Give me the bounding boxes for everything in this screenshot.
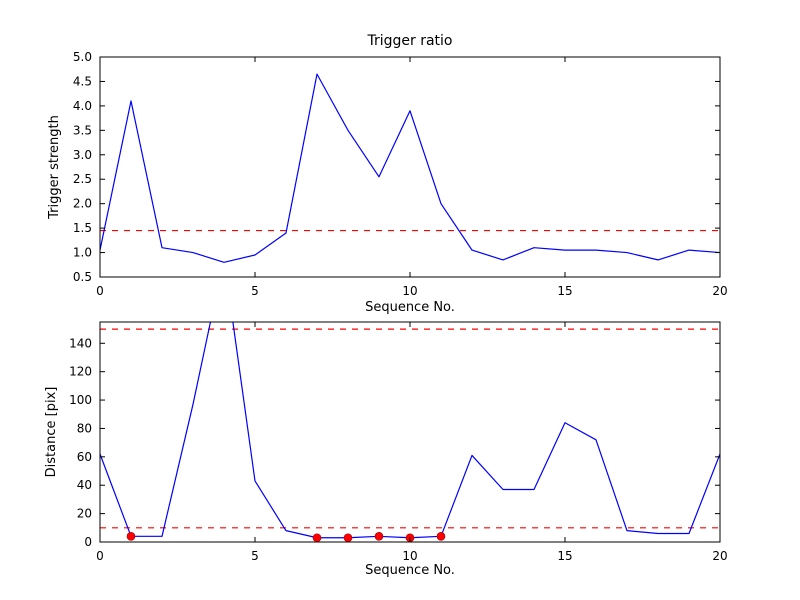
bottom-y-axis-label: Distance [pix]: [44, 386, 59, 478]
svg-text:20: 20: [77, 507, 92, 521]
svg-text:10: 10: [402, 284, 417, 298]
top-x-axis-label: Sequence No.: [365, 300, 455, 315]
svg-text:5: 5: [251, 284, 259, 298]
svg-text:3.0: 3.0: [73, 148, 92, 162]
svg-text:3.5: 3.5: [73, 123, 92, 137]
svg-text:15: 15: [557, 549, 572, 563]
svg-text:4.5: 4.5: [73, 74, 92, 88]
svg-text:0: 0: [84, 535, 92, 549]
svg-text:0: 0: [96, 549, 104, 563]
svg-text:15: 15: [557, 284, 572, 298]
svg-text:140: 140: [69, 336, 92, 350]
svg-text:80: 80: [77, 421, 92, 435]
svg-text:60: 60: [77, 450, 92, 464]
bottom-x-axis-label: Sequence No.: [365, 563, 455, 578]
svg-text:20: 20: [712, 284, 727, 298]
top-y-axis-label: Trigger strength: [47, 115, 62, 219]
svg-text:0.5: 0.5: [73, 270, 92, 284]
svg-text:5.0: 5.0: [73, 50, 92, 64]
svg-text:100: 100: [69, 393, 92, 407]
svg-text:1.5: 1.5: [73, 221, 92, 235]
svg-text:4.0: 4.0: [73, 99, 92, 113]
svg-text:1.0: 1.0: [73, 246, 92, 260]
svg-text:120: 120: [69, 365, 92, 379]
svg-text:2.5: 2.5: [73, 172, 92, 186]
svg-text:0: 0: [96, 284, 104, 298]
top-chart-title: Trigger ratio: [367, 33, 453, 49]
svg-text:10: 10: [402, 549, 417, 563]
svg-text:2.0: 2.0: [73, 197, 92, 211]
svg-text:40: 40: [77, 478, 92, 492]
svg-text:5: 5: [251, 549, 259, 563]
svg-text:20: 20: [712, 549, 727, 563]
